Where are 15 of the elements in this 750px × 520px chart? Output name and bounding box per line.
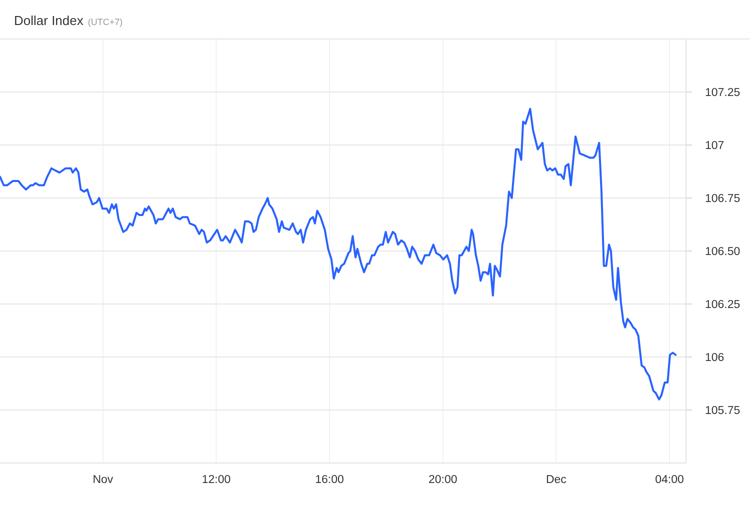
y-tick-label: 106 xyxy=(705,352,724,364)
y-tick-label: 105.75 xyxy=(705,405,740,418)
y-tick-label: 106.75 xyxy=(705,193,740,206)
y-tick-label: 106.50 xyxy=(705,246,740,258)
chart-subtitle: (UTC+7) xyxy=(88,17,123,27)
y-tick-label: 107 xyxy=(705,140,724,152)
x-tick-label: 12:00 xyxy=(202,474,231,486)
chart-title: Dollar Index xyxy=(14,13,84,28)
y-tick-label: 106.25 xyxy=(705,299,740,312)
x-tick-label: 20:00 xyxy=(428,474,458,486)
x-tick-label: 04:00 xyxy=(655,474,684,486)
x-tick-label: Nov xyxy=(92,474,114,486)
y-tick-label: 107.25 xyxy=(705,87,740,100)
x-tick-label: 16:00 xyxy=(315,474,344,486)
x-tick-label: Dec xyxy=(546,474,567,486)
